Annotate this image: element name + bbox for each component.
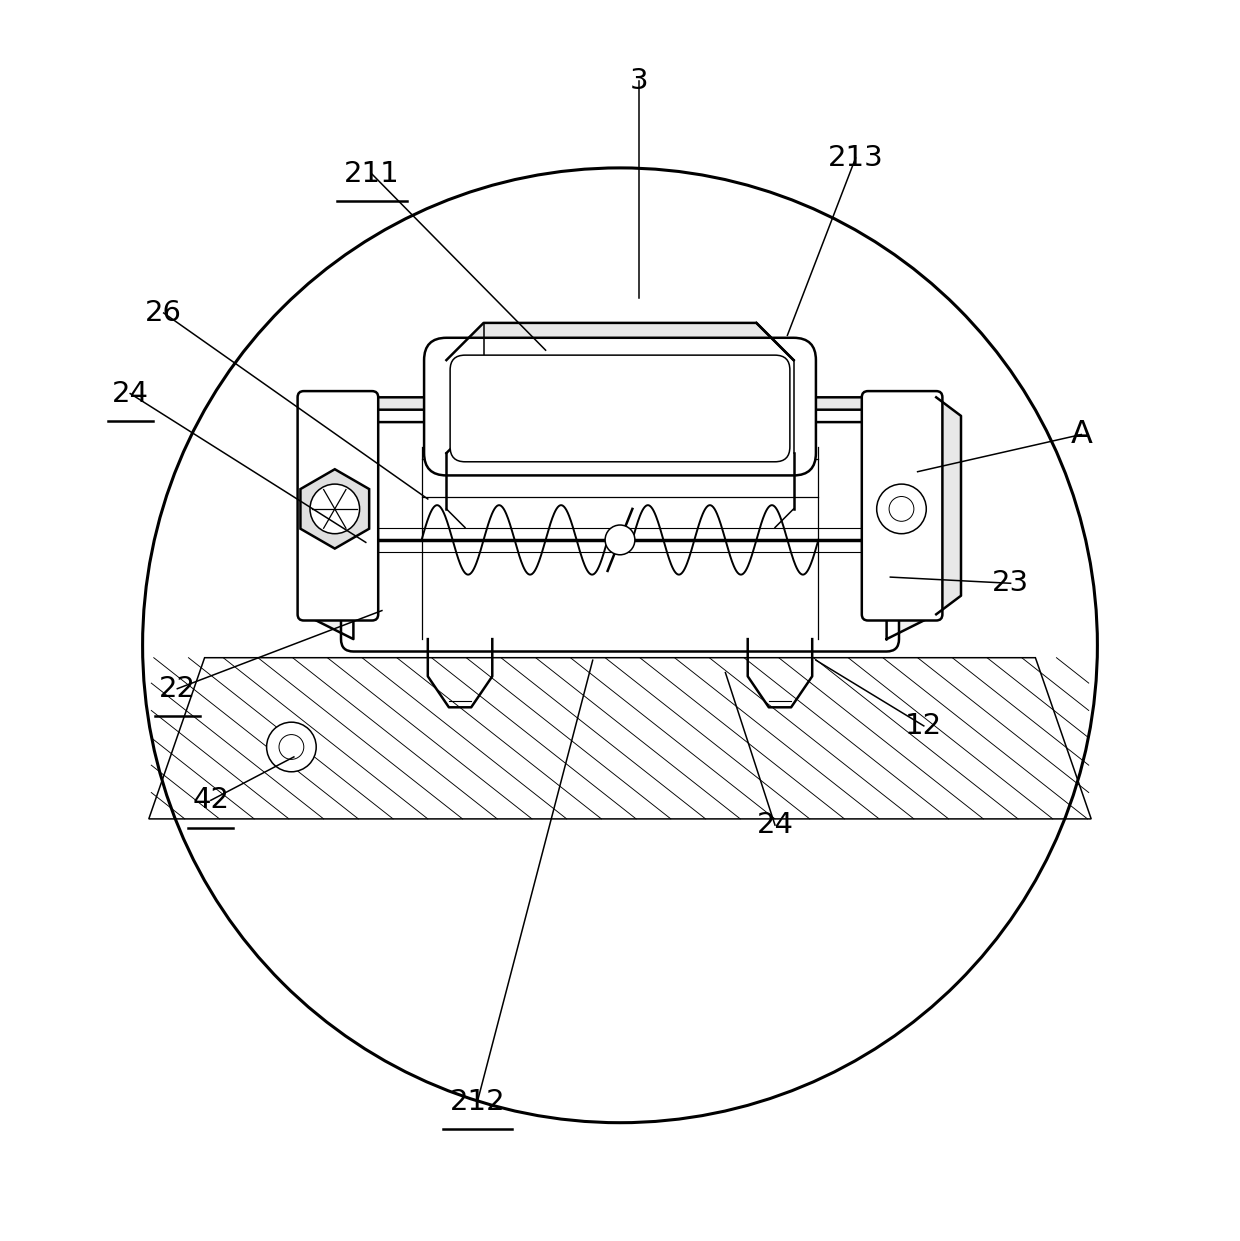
- Polygon shape: [446, 323, 794, 360]
- Text: 26: 26: [145, 299, 182, 326]
- FancyBboxPatch shape: [341, 410, 899, 652]
- Polygon shape: [304, 397, 353, 639]
- Circle shape: [267, 722, 316, 772]
- Text: 212: 212: [450, 1087, 505, 1116]
- FancyBboxPatch shape: [450, 355, 790, 462]
- FancyBboxPatch shape: [298, 391, 378, 620]
- Text: 22: 22: [159, 675, 196, 702]
- Polygon shape: [304, 397, 936, 422]
- FancyBboxPatch shape: [424, 338, 816, 475]
- Text: 12: 12: [905, 712, 942, 740]
- Polygon shape: [300, 469, 370, 549]
- Text: 213: 213: [828, 144, 883, 172]
- Text: 42: 42: [192, 787, 229, 814]
- Circle shape: [877, 484, 926, 534]
- Polygon shape: [887, 397, 936, 639]
- Text: 211: 211: [345, 160, 399, 189]
- Text: 24: 24: [756, 812, 794, 839]
- Circle shape: [279, 735, 304, 759]
- Circle shape: [889, 496, 914, 521]
- FancyBboxPatch shape: [862, 391, 942, 620]
- Text: 23: 23: [992, 570, 1029, 597]
- Circle shape: [605, 525, 635, 555]
- Text: 3: 3: [629, 67, 649, 96]
- Text: A: A: [1070, 419, 1092, 450]
- Polygon shape: [936, 397, 961, 614]
- Text: 24: 24: [112, 380, 149, 407]
- Polygon shape: [149, 658, 1091, 819]
- Circle shape: [310, 484, 360, 534]
